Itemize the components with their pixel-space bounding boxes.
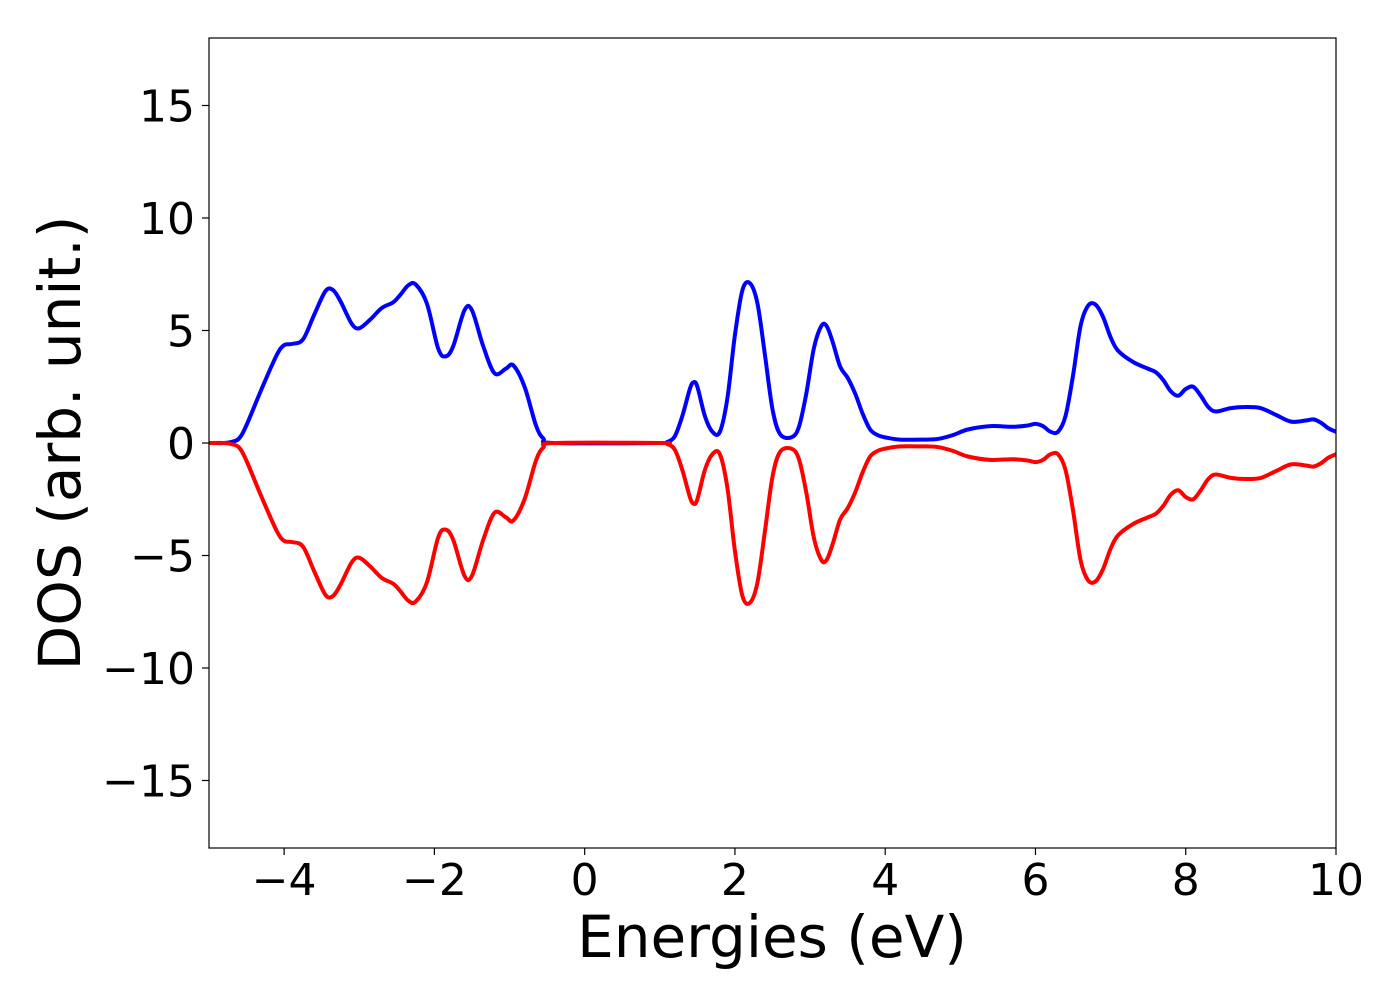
x-axis-label: Energies (eV) (577, 903, 967, 971)
x-tick-label: 6 (1021, 855, 1049, 906)
x-axis: −4 −2 0 2 4 6 8 10 (252, 848, 1364, 906)
x-tick-label: 8 (1172, 855, 1200, 906)
series-layer (209, 280, 1336, 606)
y-tick-label: −5 (130, 532, 195, 583)
y-tick-label: 10 (139, 194, 195, 245)
x-tick-label: 0 (571, 855, 599, 906)
plot-frame (208, 37, 1337, 849)
x-tick-label: 10 (1308, 855, 1364, 906)
y-tick-label: 5 (167, 307, 195, 358)
y-tick-label: −15 (102, 757, 195, 808)
x-tick-label: 2 (721, 855, 749, 906)
x-tick-label: −2 (402, 855, 467, 906)
y-tick-label: −10 (102, 644, 195, 695)
y-axis-label: DOS (arb. unit.) (26, 216, 94, 671)
x-tick-label: 4 (871, 855, 899, 906)
y-tick-label: 15 (139, 82, 195, 133)
y-tick-label: 0 (167, 419, 195, 470)
y-axis: 15 10 5 0 −5 −10 −15 (102, 82, 209, 808)
x-tick-label: −4 (252, 855, 317, 906)
dos-spin-up-line (209, 280, 1336, 446)
dos-spin-down-line (209, 440, 1336, 606)
